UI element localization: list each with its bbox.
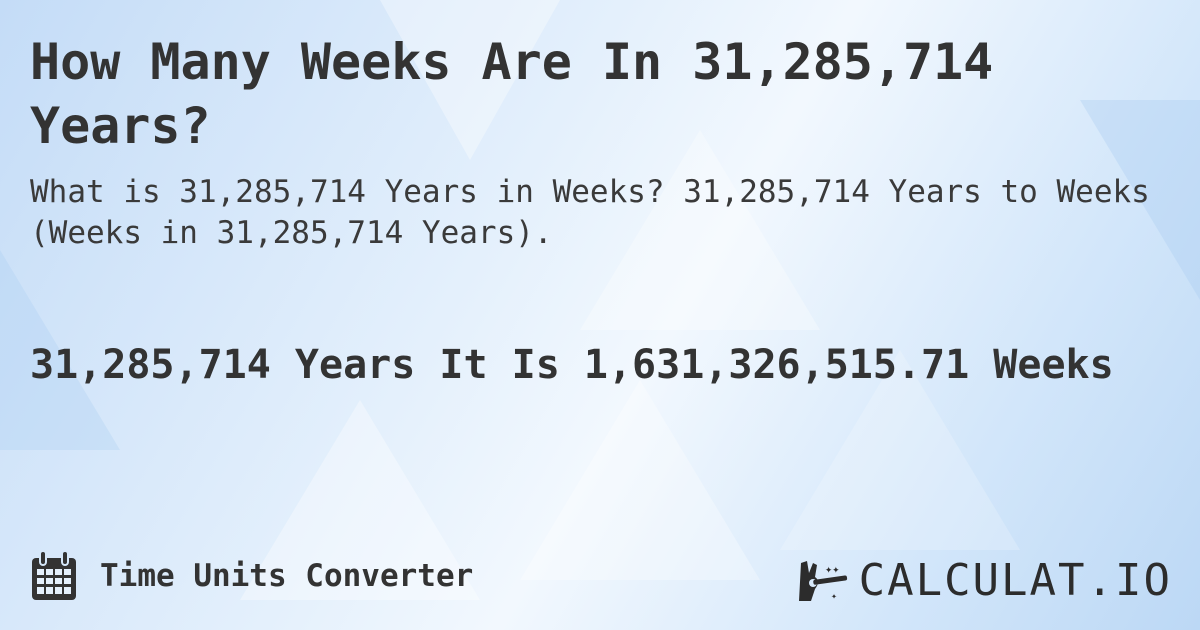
- brand-logo: ✦✦ ✦ CALCULAT.IO: [797, 555, 1172, 606]
- brand-name: CALCULAT.IO: [858, 555, 1172, 606]
- answer: 31,285,714 Years It Is 1,631,326,515.71 …: [30, 342, 1114, 388]
- magic-hand-icon: ✦✦ ✦: [798, 560, 847, 602]
- category-label: Time Units Converter: [100, 558, 474, 594]
- footer-category: Time Units Converter: [30, 550, 473, 602]
- subtitle: What is 31,285,714 Years in Weeks? 31,28…: [30, 174, 1150, 251]
- page-title: How Many Weeks Are In 31,285,714 Years?: [30, 33, 994, 155]
- svg-text:✦: ✦: [831, 591, 837, 602]
- svg-text:✦✦: ✦✦: [825, 562, 839, 576]
- calendar-icon: [32, 550, 76, 600]
